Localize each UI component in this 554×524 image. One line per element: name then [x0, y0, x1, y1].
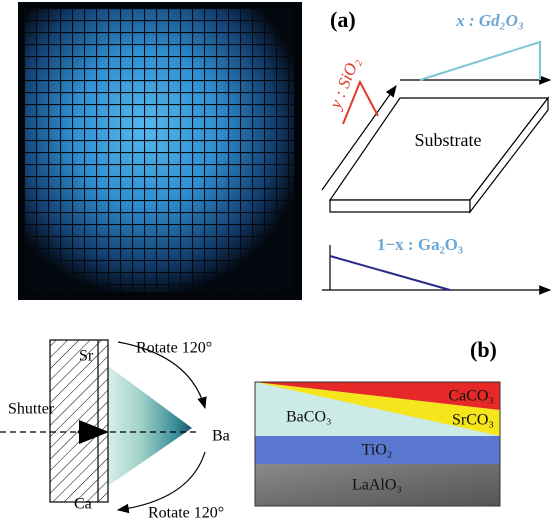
shutter-diagram: Rotate 120° Rotate 120° Sr Shutter Ba Ca	[0, 340, 230, 522]
figure: (a) x : Gd₂O₃ y : SiO₂ Substrate 1−x : G…	[0, 0, 554, 524]
rotate-label: Rotate 120°	[136, 340, 212, 357]
si-label: y : SiO₂	[325, 55, 363, 113]
substrate-diagram: (a) x : Gd₂O₃ y : SiO₂ Substrate 1−x : G…	[322, 7, 550, 290]
srco3-label: SrCO₃	[452, 412, 494, 429]
ga-label: 1−x : Ga₂O₃	[377, 235, 463, 254]
gd-label: x : Gd₂O₃	[455, 11, 524, 30]
sr-label: Sr	[79, 348, 94, 365]
substrate-label: Substrate	[415, 130, 482, 150]
caco3-label: CaCO₃	[448, 388, 494, 405]
panel-label: (b)	[470, 337, 497, 362]
panel-label: (a)	[330, 7, 356, 32]
layer-stack: (b) CaCO₃ SrCO₃ BaCO₃ TiO₂ LaAlO₃	[255, 337, 500, 506]
ca-label: Ca	[74, 496, 92, 513]
baco3-label: BaCO₃	[286, 409, 332, 426]
ba-label: Ba	[212, 428, 230, 445]
laalo3-label: LaAlO₃	[352, 477, 402, 494]
rotate-label: Rotate 120°	[148, 505, 224, 522]
photo	[18, 2, 302, 300]
tio2-label: TiO₂	[362, 442, 393, 459]
shutter-label: Shutter	[8, 401, 55, 418]
